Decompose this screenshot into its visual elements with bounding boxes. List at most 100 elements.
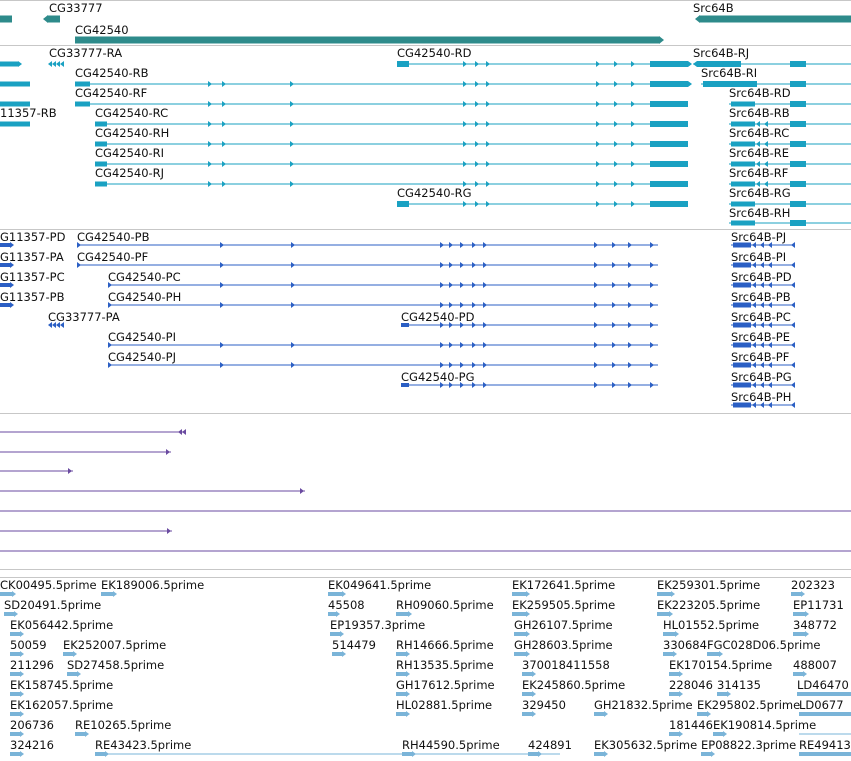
read-label[interactable]: 348772 <box>793 618 837 632</box>
read-label[interactable]: 211296 <box>10 658 54 672</box>
read-label[interactable]: LD0677 <box>799 698 844 712</box>
read-label[interactable]: RH13535.5prime <box>396 658 494 672</box>
protein-label[interactable]: Src64B-PI <box>731 250 787 264</box>
transcript-label[interactable]: Src64B-RE <box>729 146 790 160</box>
read-label[interactable]: EP08822.3prime <box>701 738 797 752</box>
read-label[interactable]: EK295802.5prime <box>697 698 801 712</box>
protein-label[interactable]: CG42540-PB <box>77 230 150 244</box>
read-label[interactable]: EK223205.5prime <box>657 598 761 612</box>
protein-label[interactable]: Src64B-PC <box>731 310 791 324</box>
transcript-label[interactable]: CG42540-RC <box>95 106 169 120</box>
protein-label[interactable]: Src64B-PF <box>731 350 790 364</box>
protein-label[interactable]: G11357-PC <box>0 270 65 284</box>
read-label[interactable]: RH09060.5prime <box>396 598 494 612</box>
transcript-label[interactable]: Src64B-RB <box>729 106 790 120</box>
gene-label-src64b[interactable]: Src64B <box>693 1 734 15</box>
transcript-label[interactable]: Src64B-RI <box>701 66 758 80</box>
read-label[interactable]: GH26107.5prime <box>514 618 613 632</box>
read-label[interactable]: 314135 <box>717 678 761 692</box>
read-label[interactable]: EK049641.5prime <box>328 578 432 592</box>
gene-label-cg42540[interactable]: CG42540 <box>75 23 129 37</box>
transcript-label[interactable]: CG33777-RA <box>49 46 123 60</box>
protein-label[interactable]: Src64B-PJ <box>731 230 787 244</box>
read-label[interactable]: 202323 <box>791 578 835 592</box>
protein-label[interactable]: Src64B-PD <box>731 270 792 284</box>
transcript-label[interactable]: Src64B-RH <box>729 206 791 220</box>
protein-label[interactable]: G11357-PA <box>0 250 64 264</box>
gene-label-cg33777[interactable]: CG33777 <box>49 1 103 15</box>
protein-label[interactable]: Src64B-PB <box>731 290 791 304</box>
strand-arrow <box>20 631 24 637</box>
read-label[interactable]: RH44590.5prime <box>402 738 500 752</box>
protein-label[interactable]: G11357-PB <box>0 290 65 304</box>
transcript-label[interactable]: CG42540-RG <box>397 186 472 200</box>
transcript-label[interactable]: Src64B-RF <box>729 166 789 180</box>
read-label[interactable]: EK190814.5prime <box>713 718 817 732</box>
read-label[interactable]: CK00495.5prime <box>0 578 97 592</box>
read-label[interactable]: GH28603.5prime <box>514 638 613 652</box>
transcript-label[interactable]: Src64B-RJ <box>693 46 750 60</box>
protein-label[interactable]: CG42540-PI <box>108 330 177 344</box>
protein-label[interactable]: Src64B-PH <box>731 390 792 404</box>
read-label[interactable]: EK056442.5prime <box>10 618 114 632</box>
protein-label[interactable]: G11357-PD <box>0 230 66 244</box>
transcript-label[interactable]: CG42540-RI <box>95 146 165 160</box>
read-label[interactable]: EK189006.5prime <box>101 578 205 592</box>
strand-arrow <box>659 36 664 44</box>
read-label[interactable]: EK252007.5prime <box>63 638 167 652</box>
transcript-label[interactable]: CG42540-RB <box>75 66 149 80</box>
read-label[interactable]: 370018411558 <box>522 658 610 672</box>
read-label[interactable]: 488007 <box>793 658 837 672</box>
protein-label[interactable]: CG33777-PA <box>48 310 120 324</box>
protein-label[interactable]: CG42540-PH <box>108 290 182 304</box>
read-label[interactable]: SD20491.5prime <box>4 598 102 612</box>
read-label[interactable]: 45508 <box>328 598 365 612</box>
read-label[interactable]: EK245860.5prime <box>522 678 626 692</box>
read-label[interactable]: EK158745.5prime <box>10 678 114 692</box>
transcript-label[interactable]: 11357-RB <box>0 106 57 120</box>
transcript-label[interactable]: CG42540-RH <box>95 126 170 140</box>
read-label[interactable]: EK170154.5prime <box>669 658 773 672</box>
protein-label[interactable]: Src64B-PG <box>731 370 792 384</box>
read-label[interactable]: GH21832.5prime <box>594 698 693 712</box>
read-label[interactable]: LD46470 <box>797 678 849 692</box>
read-label[interactable]: EK259505.5prime <box>512 598 616 612</box>
read-label[interactable]: HL01552.5prime <box>663 618 760 632</box>
read-label[interactable]: SD27458.5prime <box>67 658 165 672</box>
read-label[interactable]: 50059 <box>10 638 47 652</box>
read-label[interactable]: EP11731 <box>793 598 844 612</box>
read-label[interactable]: EK305632.5prime <box>594 738 698 752</box>
read-label[interactable]: 329450 <box>522 698 566 712</box>
transcript-label[interactable]: Src64B-RG <box>729 186 791 200</box>
protein-label[interactable]: CG42540-PD <box>401 310 475 324</box>
read-label[interactable]: RE43423.5prime <box>95 738 192 752</box>
read-label[interactable]: 228046 <box>669 678 713 692</box>
read-label[interactable]: RH14666.5prime <box>396 638 494 652</box>
read-label[interactable]: RE49413 <box>799 738 851 752</box>
transcript-label[interactable]: Src64B-RC <box>729 126 790 140</box>
read-label[interactable]: 324216 <box>10 738 54 752</box>
read-label[interactable]: EP19357.3prime <box>330 618 426 632</box>
protein-label[interactable]: CG42540-PJ <box>108 350 177 364</box>
read-label[interactable]: EK162057.5prime <box>10 698 114 712</box>
exon-marker <box>486 141 490 147</box>
transcript-label[interactable]: CG42540-RF <box>75 86 148 100</box>
read-label[interactable]: 181446 <box>669 718 713 732</box>
transcript-label[interactable]: CG42540-RJ <box>95 166 165 180</box>
read-label[interactable]: GH17612.5prime <box>396 678 495 692</box>
read-label[interactable]: 424891 <box>528 738 572 752</box>
protein-label[interactable]: CG42540-PF <box>77 250 149 264</box>
read-label[interactable]: RE10265.5prime <box>75 718 172 732</box>
read-label[interactable]: EK259301.5prime <box>657 578 761 592</box>
read-label[interactable]: FGC028D06.5prime <box>707 638 821 652</box>
protein-label[interactable]: CG42540-PG <box>401 370 475 384</box>
transcript-label[interactable]: CG42540-RD <box>397 46 472 60</box>
read-label[interactable]: 514479 <box>332 638 376 652</box>
transcript-label[interactable]: Src64B-RD <box>729 86 791 100</box>
read-label[interactable]: 330684 <box>663 638 707 652</box>
read-label[interactable]: EK172641.5prime <box>512 578 616 592</box>
protein-label[interactable]: CG42540-PC <box>108 270 181 284</box>
read-label[interactable]: HL02881.5prime <box>396 698 493 712</box>
read-label[interactable]: 206736 <box>10 718 54 732</box>
protein-label[interactable]: Src64B-PE <box>731 330 790 344</box>
